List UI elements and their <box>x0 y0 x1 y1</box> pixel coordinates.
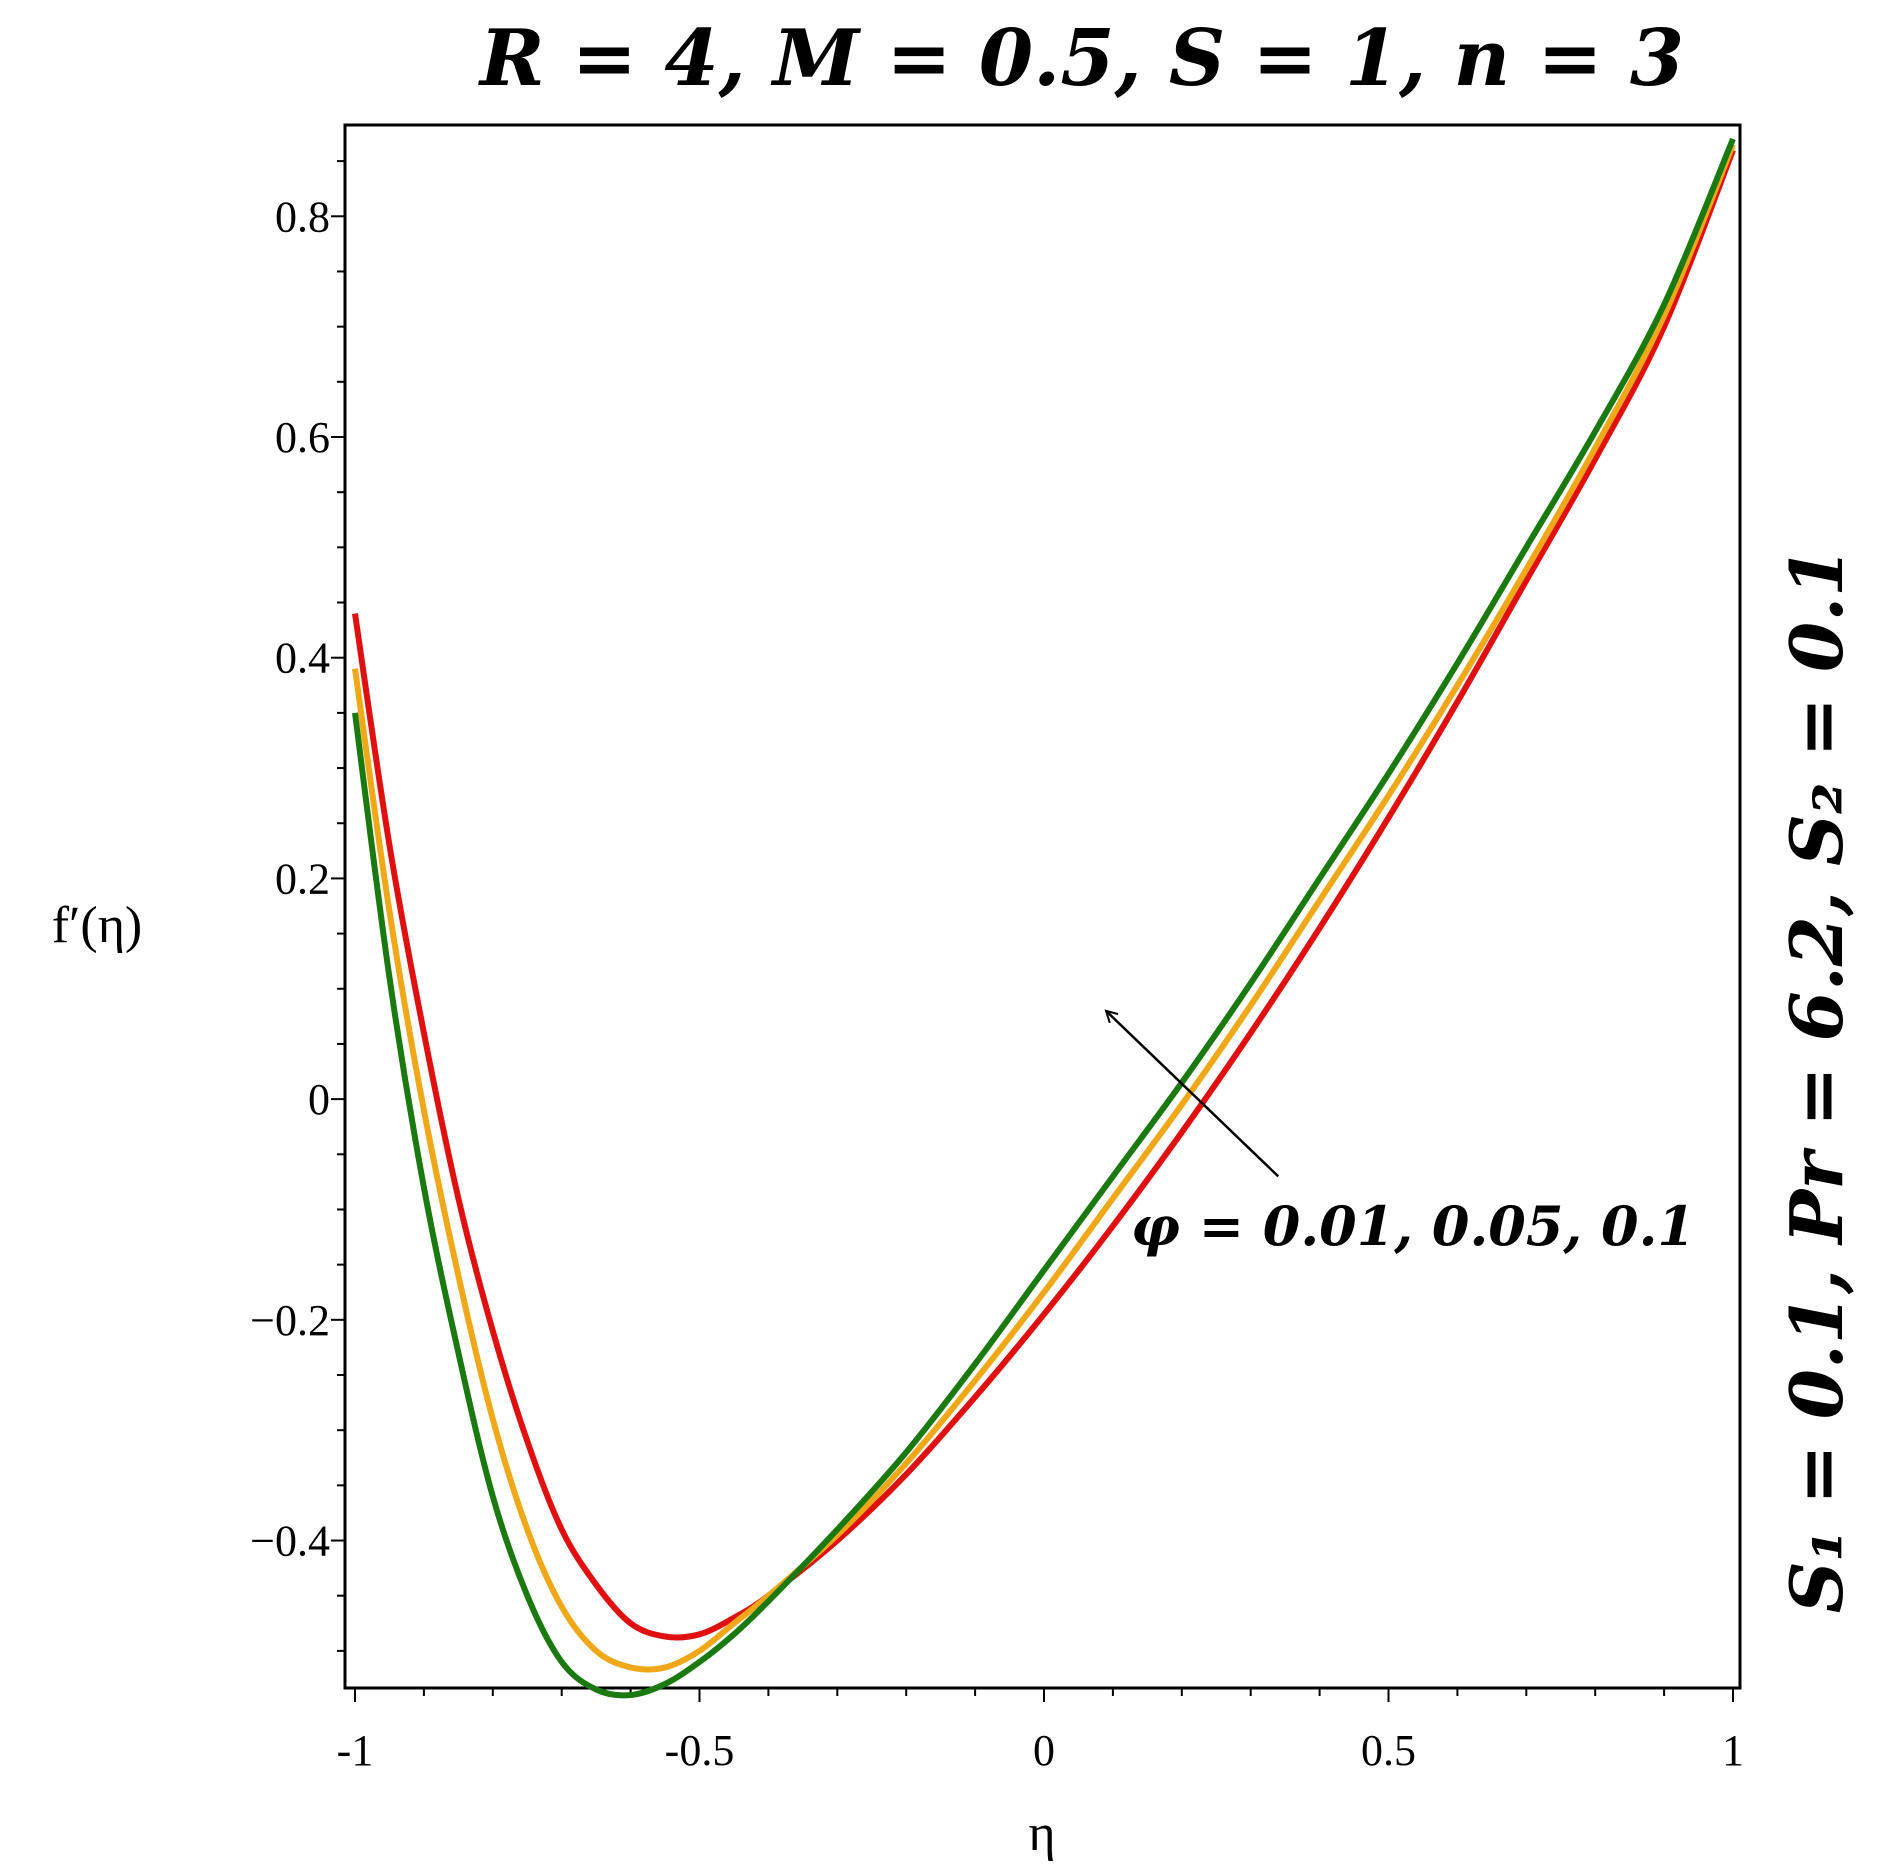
x-tick-label: 1 <box>1722 1726 1744 1775</box>
x-tick-label: 0 <box>1033 1726 1055 1775</box>
x-axis-tick-labels: -1 -0.5 0 0.5 1 <box>337 1726 1744 1775</box>
y-tick-label: 0 <box>308 1075 330 1124</box>
annotation-label: φ = 0.01, 0.05, 0.1 <box>1131 1194 1695 1258</box>
series-line-1 <box>352 149 1736 1641</box>
x-tick-label: -1 <box>337 1726 374 1775</box>
x-tick-label: -0.5 <box>665 1726 735 1775</box>
side-title: S₁ = 0.1, Pr = 6.2, S₂ = 0.1 <box>1774 547 1859 1614</box>
y-axis-ticks <box>331 160 345 1652</box>
chart-title: R = 4, M = 0.5, S = 1, n = 3 <box>478 13 1684 104</box>
series-line-3 <box>352 137 1736 1699</box>
annotation-arrow <box>1106 1011 1280 1178</box>
plot-area-frame <box>343 123 1742 1690</box>
series-line-2 <box>352 143 1736 1673</box>
y-tick-label: 0.8 <box>275 192 330 241</box>
y-axis-tick-labels: −0.4 −0.2 0 0.2 0.4 0.6 0.8 <box>250 192 330 1565</box>
series-lines <box>352 137 1736 1699</box>
y-tick-label: −0.4 <box>250 1517 330 1566</box>
x-axis-ticks <box>354 1688 1734 1702</box>
y-tick-label: 0.2 <box>275 854 330 903</box>
y-tick-label: 0.6 <box>275 413 330 462</box>
y-tick-label: 0.4 <box>275 634 330 683</box>
x-axis-label: η <box>1028 1805 1055 1862</box>
y-tick-label: −0.2 <box>250 1296 330 1345</box>
x-tick-label: 0.5 <box>1361 1726 1416 1775</box>
y-axis-label: f′(η) <box>52 897 143 954</box>
